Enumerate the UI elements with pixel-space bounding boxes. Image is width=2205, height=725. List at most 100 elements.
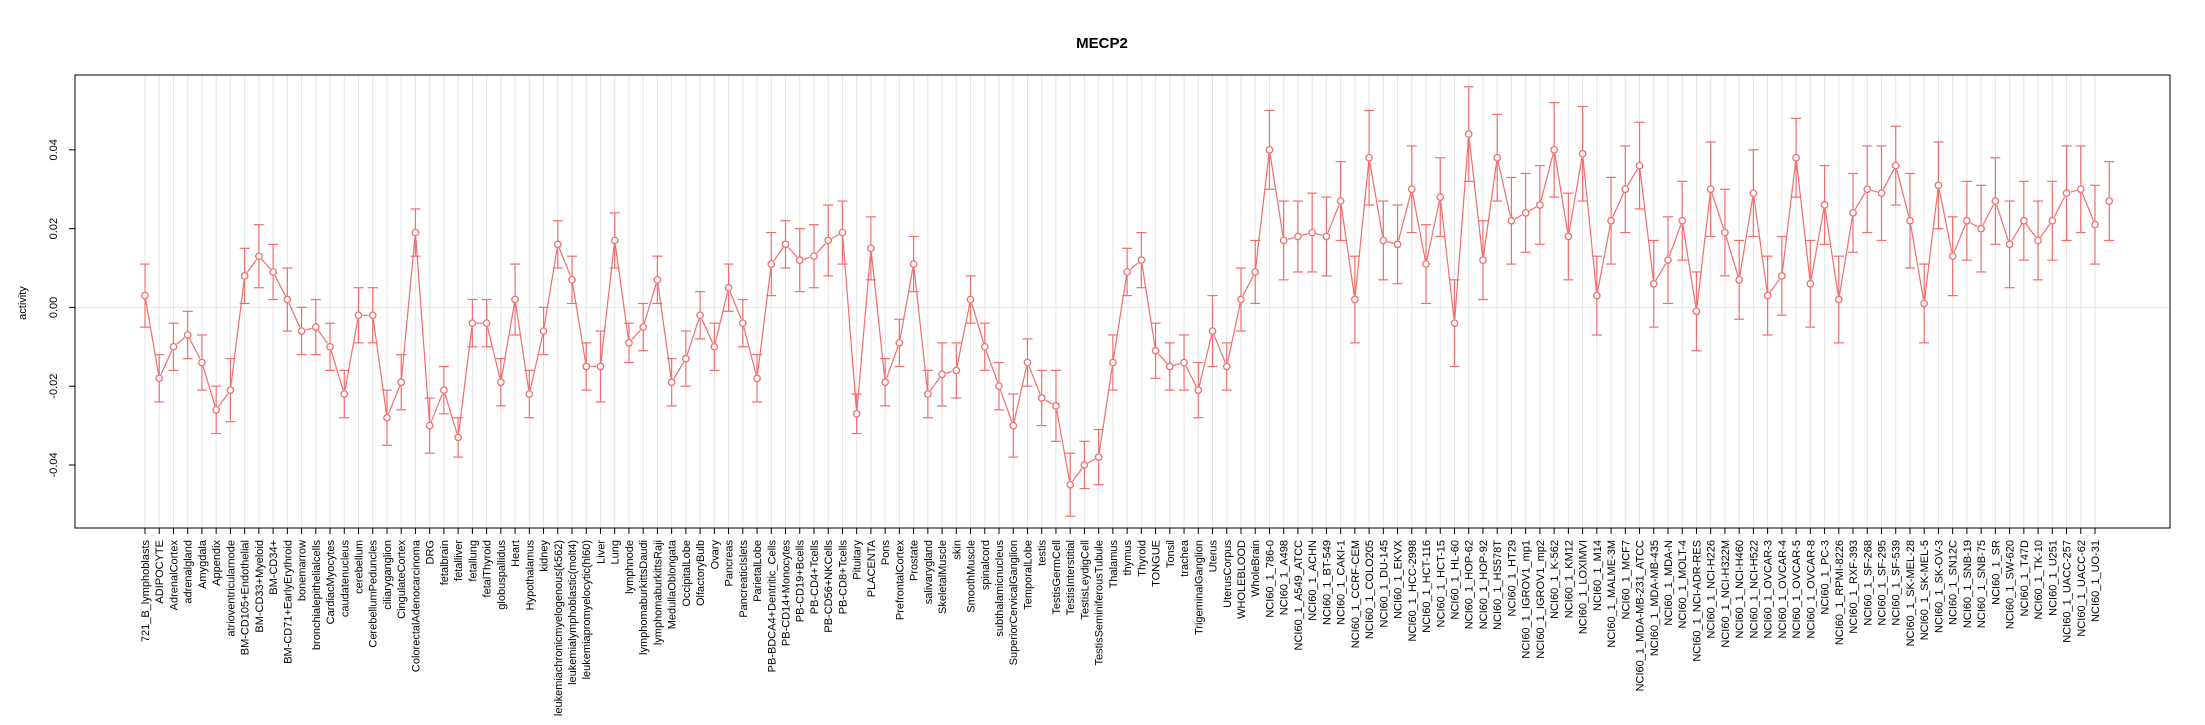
series-line-segment xyxy=(899,268,914,339)
series-line-segment xyxy=(657,283,672,379)
x-tick-label: NCI60_1_A549_ATCC xyxy=(1293,540,1305,651)
series-line-segment xyxy=(572,283,587,363)
data-point xyxy=(1820,201,1829,209)
data-point xyxy=(1052,402,1060,410)
x-tick-label: ColorectalAdenocarcinoma xyxy=(410,539,422,672)
data-point xyxy=(1080,461,1089,469)
x-tick-label: NCI60_1_SF-295 xyxy=(1876,540,1888,626)
x-tick-label: PrefrontalCortex xyxy=(894,540,906,621)
data-point xyxy=(1621,185,1630,194)
series-line-segment xyxy=(1540,153,1554,202)
x-tick-label: testis xyxy=(1037,540,1049,566)
x-tick-label: PB-CD8+Tcells xyxy=(837,540,849,615)
data-point xyxy=(1749,189,1758,198)
data-point xyxy=(283,295,292,304)
x-tick-label: fetalbrain xyxy=(439,540,451,585)
series-line-segment xyxy=(1639,169,1654,280)
x-tick-label: PB-CD4+Tcells xyxy=(809,540,821,615)
data-point xyxy=(625,339,633,347)
data-point xyxy=(1977,224,1985,233)
x-tick-label: NCI60_1_U251 xyxy=(2047,540,2059,616)
data-point xyxy=(1308,228,1317,237)
series-line-segment xyxy=(1255,153,1270,268)
data-point xyxy=(1735,275,1744,284)
series-line-segment xyxy=(387,385,401,415)
data-point xyxy=(2062,189,2071,198)
series-line-segment xyxy=(230,279,245,387)
data-point xyxy=(539,327,548,335)
x-tick-label: NCI60_1_BT-549 xyxy=(1321,540,1333,625)
data-point xyxy=(1165,362,1174,371)
series-line-segment xyxy=(1340,205,1355,296)
x-tick-label: Lung xyxy=(610,540,622,564)
data-point xyxy=(496,378,505,387)
data-point xyxy=(340,390,349,398)
series-line-segment xyxy=(1327,204,1340,233)
x-tick-label: NCI60_1_MDA-MB-231_ATCC xyxy=(1635,540,1647,691)
data-point xyxy=(1094,453,1103,461)
x-tick-label: ParietalLobe xyxy=(752,540,764,602)
series-line-segment xyxy=(176,337,185,345)
data-point xyxy=(682,354,690,363)
x-tick-label: NCI60_1_CCRF-CEM xyxy=(1350,540,1362,648)
x-tick-label: NCI60_1_MALME-3M xyxy=(1606,540,1618,648)
data-point xyxy=(1265,145,1274,154)
x-tick-label: 721_B_lymphoblasts xyxy=(140,540,152,643)
data-point xyxy=(1422,260,1430,268)
series-line-segment xyxy=(1426,201,1440,261)
x-tick-label: PB-CD56+NKCells xyxy=(823,540,835,633)
series-line-segment xyxy=(929,377,941,392)
data-point xyxy=(525,390,534,398)
x-tick-label: NCI60_1_HCC-2998 xyxy=(1407,540,1419,642)
x-tick-label: NCI60_1_OVCAR-5 xyxy=(1791,540,1803,638)
x-tick-label: NCI60_1_SF-268 xyxy=(1862,540,1874,626)
series-line-segment xyxy=(831,234,840,239)
data-point xyxy=(2076,185,2085,194)
data-point xyxy=(1151,346,1160,355)
data-point xyxy=(909,260,918,268)
series-line-segment xyxy=(2070,189,2077,193)
data-point xyxy=(2019,216,2028,225)
x-tick-label: UterusCorpus xyxy=(1222,540,1234,608)
data-point xyxy=(511,295,519,304)
x-tick-label: NCI60_1_OVCAR-4 xyxy=(1777,540,1789,638)
x-tick-label: caudatenucleus xyxy=(339,540,351,618)
series-line-segment xyxy=(1098,366,1113,454)
data-point xyxy=(1109,358,1117,367)
series-line-segment xyxy=(886,346,899,379)
data-point xyxy=(738,319,747,328)
data-point xyxy=(1877,189,1886,198)
series-line-segment xyxy=(189,338,201,360)
x-tick-label: PancreaticIslets xyxy=(738,540,750,618)
data-point xyxy=(1792,153,1800,162)
series-line-segment xyxy=(1316,233,1323,236)
x-tick-label: CardiacMyocytes xyxy=(325,540,337,625)
x-tick-label: leukemiapromyelocytic(hl60) xyxy=(581,540,593,679)
x-tick-label: spinalcord xyxy=(980,540,992,590)
x-tick-label: NCI60_1_HOP-62 xyxy=(1464,540,1476,629)
data-point xyxy=(767,260,776,268)
y-tick-label: -0.04 xyxy=(48,452,60,477)
x-tick-label: Pancreas xyxy=(724,540,736,587)
data-point xyxy=(383,413,391,422)
data-point xyxy=(1849,209,1857,217)
series-line-segment xyxy=(1882,169,1895,190)
x-tick-label: NCI60_1_SK-OV-3 xyxy=(1933,540,1945,633)
x-tick-label: TestisSeminiferousTubule xyxy=(1094,540,1106,666)
x-tick-label: NCI60_1_CAKI-1 xyxy=(1336,540,1348,625)
data-point xyxy=(1806,279,1815,288)
series-line-segment xyxy=(246,259,257,273)
series-line-segment xyxy=(842,236,857,410)
series-line-segment xyxy=(1185,366,1197,387)
data-point xyxy=(425,421,434,430)
series-line-segment xyxy=(401,236,416,379)
series-line-segment xyxy=(1529,206,1537,212)
data-point xyxy=(1294,232,1302,241)
data-point xyxy=(269,268,277,276)
data-point xyxy=(1009,421,1018,430)
data-point xyxy=(240,272,249,280)
x-tick-label: lymphnode xyxy=(624,540,636,594)
series-line-segment xyxy=(1896,169,1910,217)
data-point xyxy=(1564,232,1573,241)
x-tick-label: leukemiachronicmyelogenous(k562) xyxy=(553,540,565,716)
